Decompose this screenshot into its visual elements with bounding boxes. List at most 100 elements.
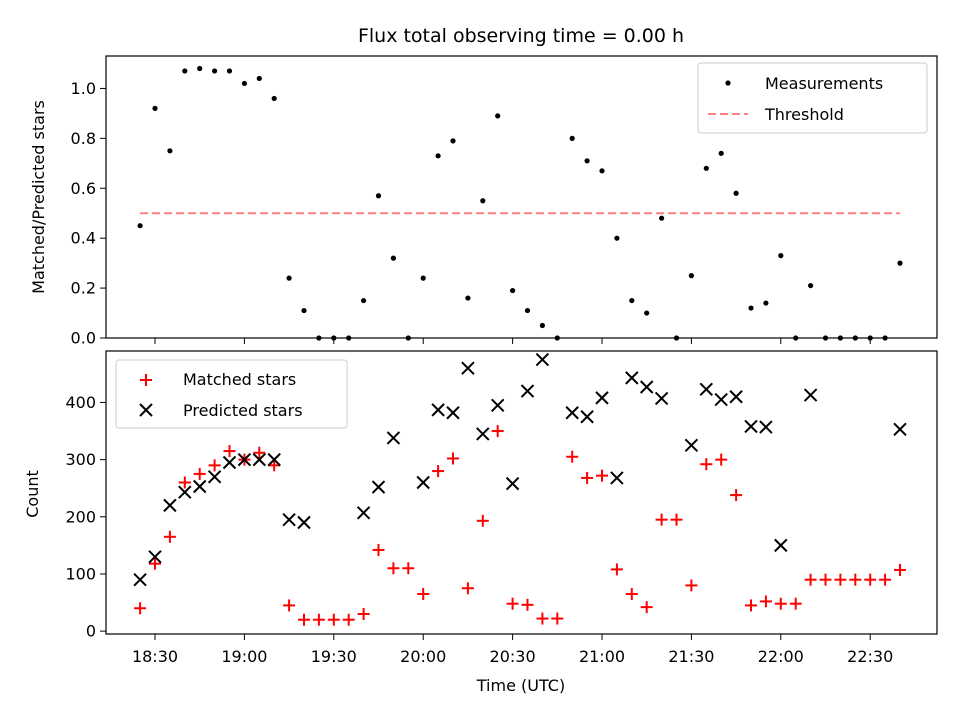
matched-stars-point bbox=[566, 450, 579, 463]
predicted-stars-point bbox=[714, 392, 728, 407]
measurements-point bbox=[748, 305, 754, 311]
measurements-point bbox=[212, 68, 218, 74]
measurements-point bbox=[822, 335, 829, 341]
x-tick-label: 19:00 bbox=[221, 647, 267, 666]
bottom-y-tick-label: 400 bbox=[65, 393, 96, 412]
predicted-stars-point bbox=[267, 452, 281, 467]
predicted-stars-point bbox=[386, 431, 401, 445]
measurements-point bbox=[167, 148, 173, 154]
measurements-point bbox=[286, 275, 292, 281]
matched-stars-point bbox=[625, 587, 638, 600]
measurements-point bbox=[241, 80, 247, 87]
measurements-point bbox=[375, 193, 382, 199]
matched-stars-point bbox=[640, 601, 653, 614]
predicted-stars-point bbox=[446, 406, 460, 420]
matched-stars-point bbox=[372, 543, 385, 556]
matched-stars-point bbox=[730, 489, 743, 502]
measurements-point bbox=[152, 105, 158, 112]
measurements-point bbox=[629, 297, 635, 304]
bottom-y-tick-label: 100 bbox=[65, 564, 96, 583]
measurements-point bbox=[852, 335, 858, 341]
bottom-panel: 0 100 200 300 400 18:30 19:00 19:30 20:00 20:30 2… bbox=[23, 350, 938, 695]
measurements-point bbox=[867, 335, 873, 341]
predicted-stars-point bbox=[356, 506, 371, 520]
matched-stars-point bbox=[432, 465, 445, 478]
x-tick-label: 18:30 bbox=[132, 647, 178, 666]
top-x-axis-ticks bbox=[154, 338, 871, 344]
matched-stars-point bbox=[834, 573, 847, 586]
matched-stars-point bbox=[670, 513, 683, 526]
predicted-stars-point bbox=[178, 485, 192, 499]
matched-stars-point bbox=[864, 573, 877, 586]
predicted-stars-point bbox=[505, 476, 520, 491]
matched-stars-point bbox=[149, 557, 161, 570]
bottom-y-axis: 0 100 200 300 400 bbox=[65, 393, 106, 641]
predicted-stars-point bbox=[595, 391, 609, 405]
predicted-stars-point bbox=[371, 480, 386, 494]
measurements-point bbox=[673, 335, 680, 341]
measurements-point bbox=[480, 198, 486, 204]
x-tick-label: 20:30 bbox=[490, 647, 536, 666]
x-tick-label: 21:30 bbox=[668, 647, 714, 666]
bottom-y-axis-label: Count bbox=[23, 470, 42, 518]
predicted-stars-point bbox=[476, 427, 490, 441]
measurements-point bbox=[793, 335, 799, 341]
matched-stars-point bbox=[193, 467, 206, 480]
matched-stars-point bbox=[327, 613, 340, 626]
matched-stars-point bbox=[774, 597, 787, 610]
measurements-point bbox=[331, 335, 337, 341]
predicted-stars-point bbox=[297, 515, 311, 530]
x-tick-label: 20:00 bbox=[400, 647, 446, 666]
bottom-legend: Matched stars Predicted stars bbox=[115, 359, 348, 429]
measurements-point bbox=[256, 75, 262, 82]
predicted-stars-point bbox=[490, 398, 505, 413]
measurements-point bbox=[808, 282, 814, 289]
bottom-legend-box bbox=[115, 359, 348, 429]
measurements-point bbox=[733, 190, 739, 196]
measurements-point bbox=[718, 150, 724, 156]
measurements-point bbox=[450, 138, 456, 144]
matched-stars-point bbox=[894, 563, 906, 576]
measurements-point bbox=[614, 235, 620, 241]
predicted-stars-point bbox=[610, 471, 624, 485]
matched-stars-point bbox=[759, 595, 772, 608]
measurements-point bbox=[197, 65, 203, 72]
legend-matched-label: Matched stars bbox=[183, 370, 296, 389]
predicted-stars-point bbox=[237, 452, 252, 467]
matched-stars-point bbox=[461, 582, 474, 595]
predicted-stars-point bbox=[699, 382, 714, 397]
measurements-point bbox=[763, 300, 769, 306]
predicted-stars-point bbox=[520, 384, 535, 398]
matched-stars-point bbox=[804, 573, 817, 586]
matched-stars-point bbox=[298, 613, 310, 626]
measurements-point bbox=[688, 273, 695, 279]
matched-stars-point bbox=[402, 562, 415, 575]
top-panel: 0.0 0.2 0.4 0.6 0.8 1.0 Matched/Predicted sta… bbox=[29, 55, 938, 348]
predicted-stars-point bbox=[774, 538, 788, 553]
measurements-point bbox=[778, 253, 784, 259]
matched-stars-point bbox=[447, 452, 459, 465]
matched-stars-point bbox=[789, 597, 802, 610]
top-plot-marks bbox=[137, 65, 903, 341]
x-tick-label: 22:30 bbox=[847, 647, 893, 666]
matched-stars-point bbox=[268, 459, 281, 472]
matched-stars-point bbox=[655, 513, 668, 526]
predicted-stars-point bbox=[461, 361, 475, 375]
measurements-point bbox=[554, 335, 560, 341]
measurements-point bbox=[465, 295, 471, 301]
matched-stars-point bbox=[178, 476, 191, 489]
matched-stars-point bbox=[819, 573, 832, 586]
x-axis-label: Time (UTC) bbox=[476, 676, 565, 695]
matched-stars-point bbox=[387, 562, 400, 575]
predicted-stars-point bbox=[893, 422, 907, 437]
measurements-point bbox=[301, 307, 307, 314]
matched-stars-point bbox=[342, 613, 355, 626]
matched-stars-point bbox=[476, 514, 489, 527]
measurements-point bbox=[226, 68, 233, 74]
legend-measurements-label: Measurements bbox=[765, 74, 883, 93]
matched-stars-point bbox=[163, 530, 176, 543]
predicted-stars-point bbox=[252, 452, 267, 467]
matched-stars-point bbox=[208, 459, 221, 472]
measurements-point bbox=[435, 153, 441, 159]
matched-stars-point bbox=[521, 598, 534, 611]
